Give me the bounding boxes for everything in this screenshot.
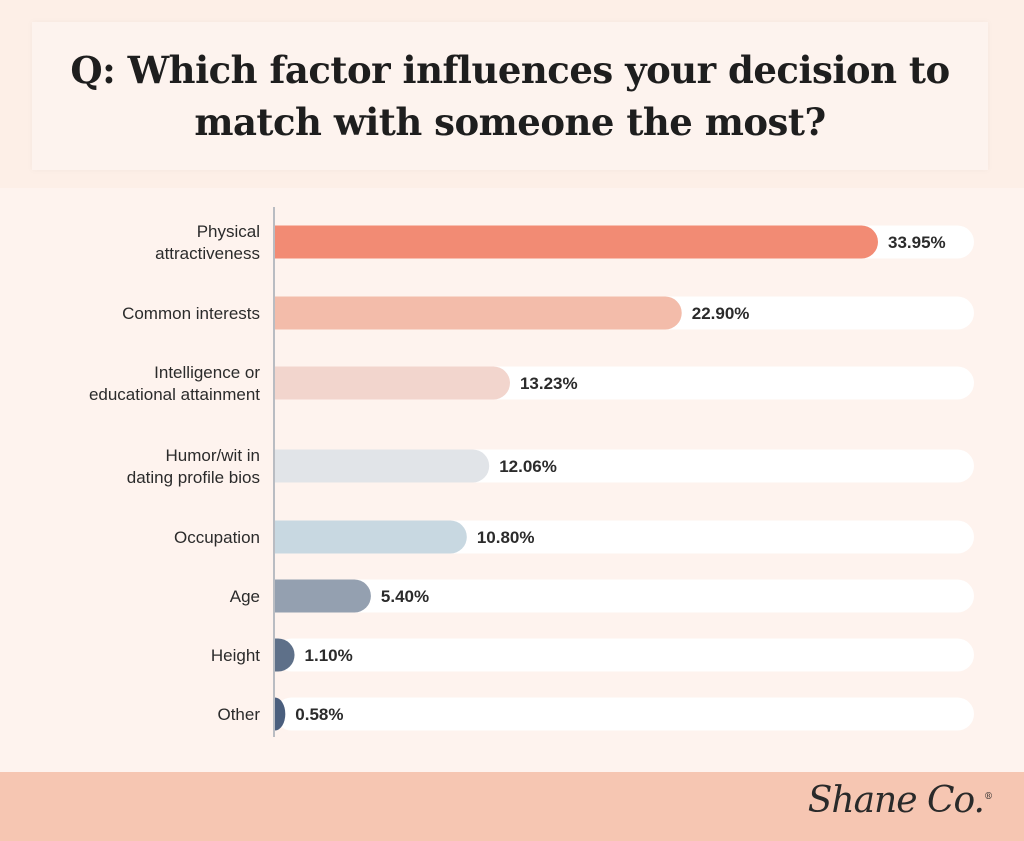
- bar: [275, 296, 682, 330]
- bar-track: [275, 638, 974, 672]
- brand-logo: Shane Co.®: [807, 780, 993, 821]
- bar: [275, 638, 295, 672]
- data-label: 13.23%: [520, 374, 578, 393]
- bar: [275, 520, 467, 554]
- category-label: attractiveness: [155, 244, 260, 263]
- data-label: 12.06%: [499, 457, 557, 476]
- category-label: Physical: [197, 222, 260, 241]
- bar: [275, 579, 371, 613]
- bar-track: [275, 579, 974, 613]
- category-label: dating profile bios: [127, 468, 260, 487]
- y-axis-line: [273, 207, 275, 737]
- category-label: Occupation: [174, 528, 260, 547]
- data-label: 0.58%: [295, 705, 343, 724]
- bar-track: [275, 697, 974, 731]
- category-label: Intelligence or: [154, 363, 260, 382]
- title-box: Q: Which factor influences your decision…: [32, 22, 988, 170]
- brand-logo-text: Shane Co.: [807, 780, 985, 821]
- data-label: 33.95%: [888, 233, 946, 252]
- category-label: Common interests: [122, 304, 260, 323]
- footer-band: [0, 772, 1024, 841]
- bar: [275, 366, 510, 400]
- category-label: Other: [217, 705, 260, 724]
- chart-title: Q: Which factor influences your decision…: [70, 48, 950, 144]
- bar: [275, 449, 490, 483]
- category-label: Age: [230, 587, 260, 606]
- data-label: 10.80%: [477, 528, 535, 547]
- data-label: 1.10%: [305, 646, 353, 665]
- bar: [275, 225, 879, 259]
- data-label: 5.40%: [381, 587, 429, 606]
- bar: [275, 697, 286, 731]
- category-label: Height: [211, 646, 260, 665]
- data-label: 22.90%: [692, 304, 750, 323]
- category-label: Humor/wit in: [166, 446, 260, 465]
- category-label: educational attainment: [89, 385, 260, 404]
